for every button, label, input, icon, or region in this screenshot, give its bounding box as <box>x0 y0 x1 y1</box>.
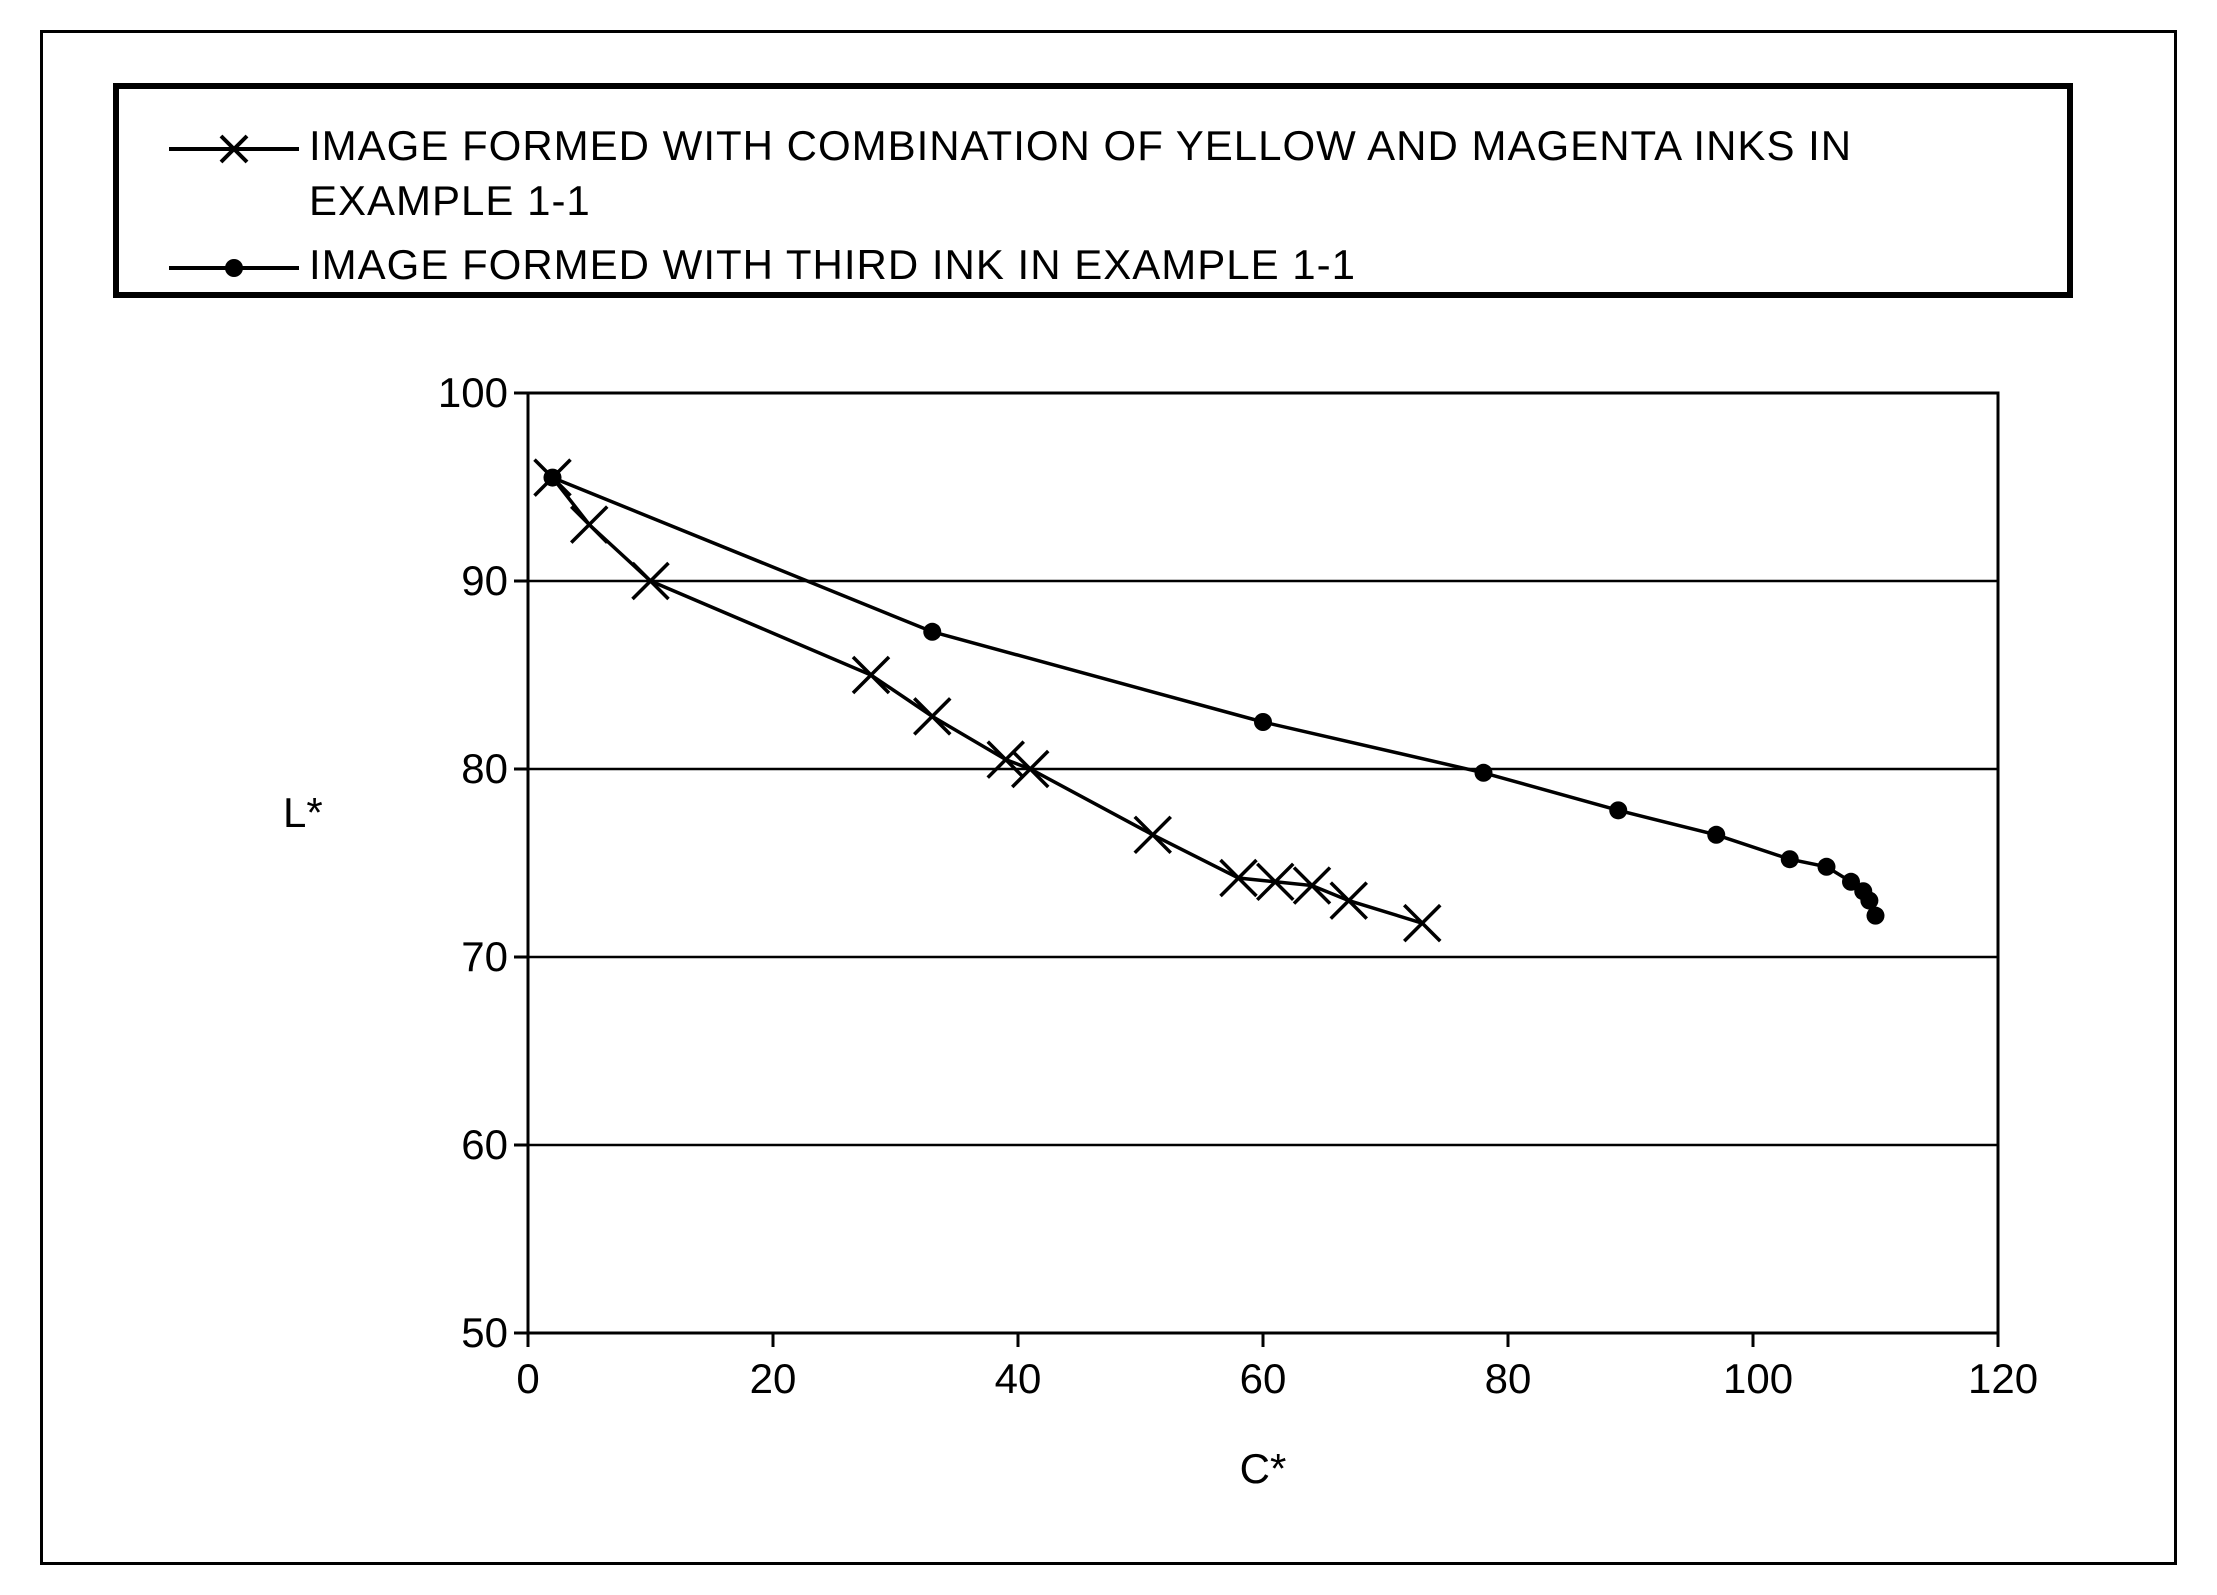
y-tick-label: 90 <box>408 557 508 605</box>
x-tick-label: 60 <box>1233 1355 1293 1403</box>
chart-plot <box>213 373 2078 1413</box>
y-tick-label: 80 <box>408 745 508 793</box>
legend-label-2: IMAGE FORMED WITH THIRD INK IN EXAMPLE 1… <box>309 238 1356 293</box>
chart-area: L* 0204060801001205060708090100 C* <box>213 373 2093 1513</box>
y-tick-label: 70 <box>408 933 508 981</box>
legend-label-1: IMAGE FORMED WITH COMBINATION OF YELLOW … <box>309 119 2027 228</box>
legend-item-1: IMAGE FORMED WITH COMBINATION OF YELLOW … <box>159 119 2027 228</box>
figure-frame: IMAGE FORMED WITH COMBINATION OF YELLOW … <box>40 30 2177 1565</box>
x-tick-label: 120 <box>1968 1355 2028 1403</box>
y-tick-label: 100 <box>408 369 508 417</box>
y-tick-label: 60 <box>408 1121 508 1169</box>
legend-item-2: IMAGE FORMED WITH THIRD INK IN EXAMPLE 1… <box>159 238 2027 293</box>
legend-marker-x <box>159 134 309 164</box>
x-tick-label: 100 <box>1723 1355 1783 1403</box>
y-tick-label: 50 <box>408 1309 508 1357</box>
x-tick-label: 80 <box>1478 1355 1538 1403</box>
legend-marker-dot <box>159 253 309 283</box>
x-tick-label: 0 <box>498 1355 558 1403</box>
legend-box: IMAGE FORMED WITH COMBINATION OF YELLOW … <box>113 83 2073 298</box>
x-axis-label: C* <box>1240 1445 1287 1493</box>
x-tick-label: 40 <box>988 1355 1048 1403</box>
x-tick-label: 20 <box>743 1355 803 1403</box>
